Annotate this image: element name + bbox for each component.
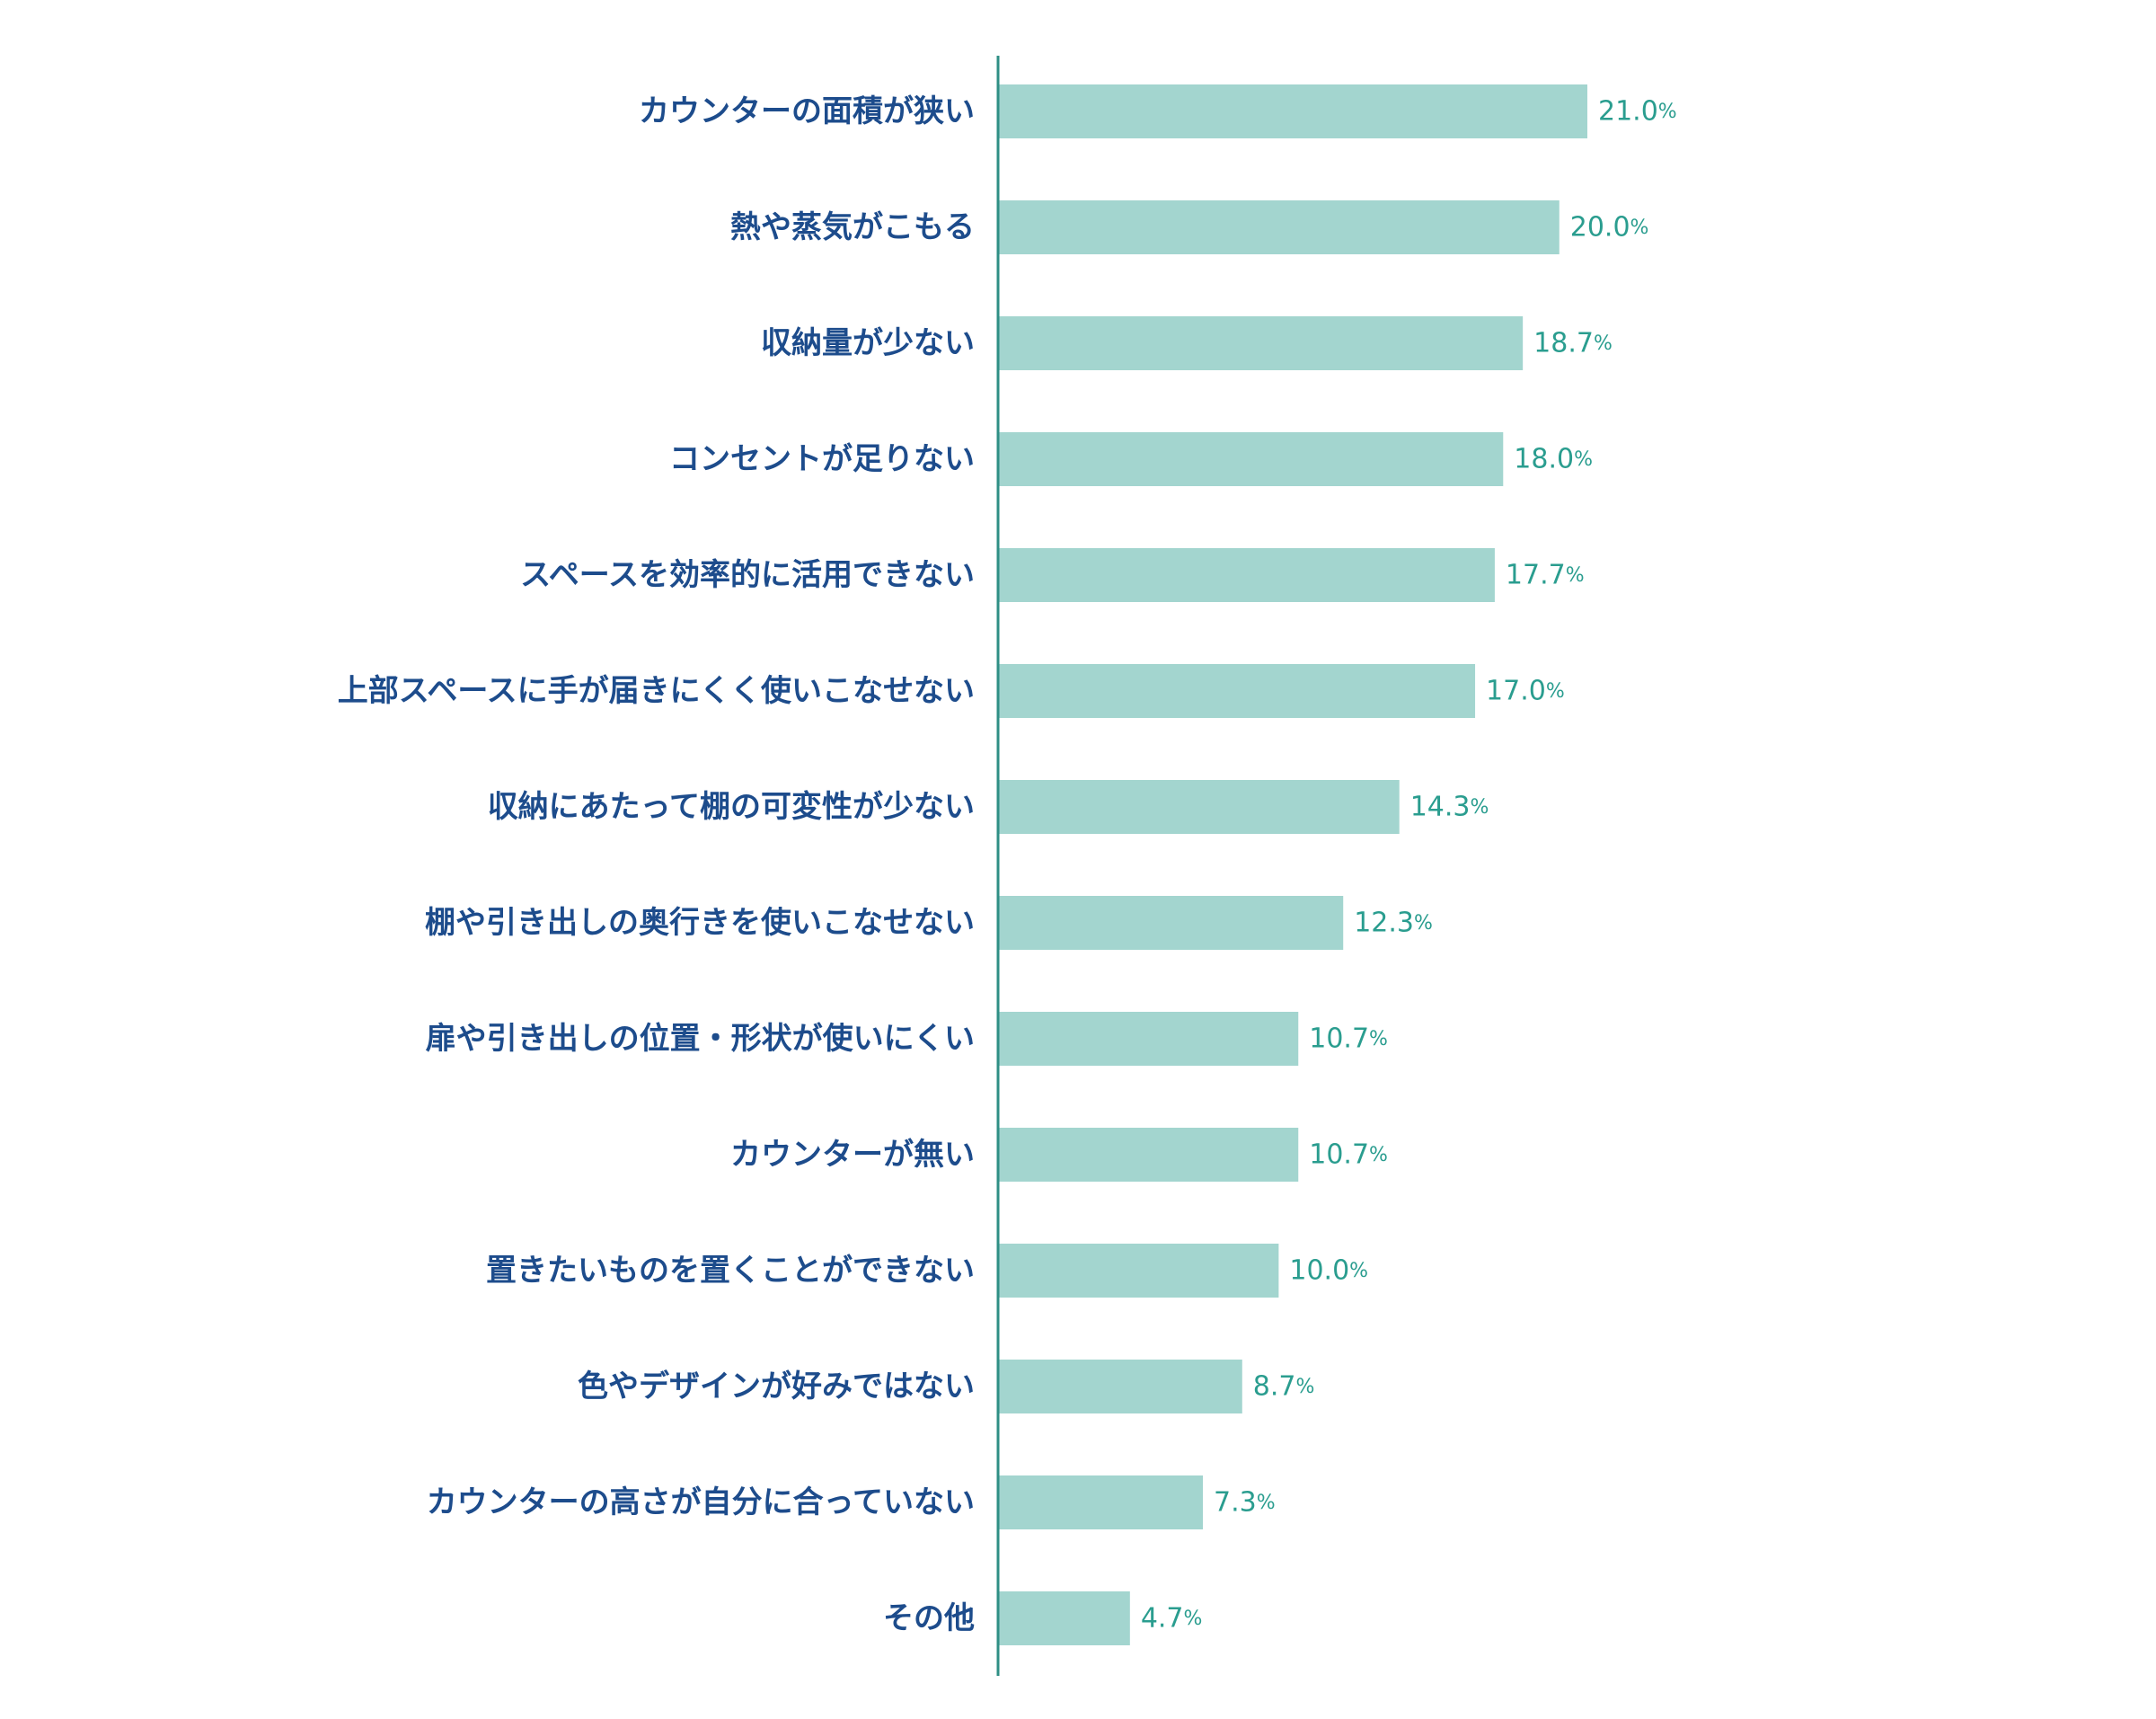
value-label: 10.0%: [1289, 1255, 1368, 1287]
category-label: 上部スペースに手が届きにくく使いこなせない: [338, 673, 975, 709]
value-label: 18.0%: [1514, 444, 1593, 475]
value-label: 18.7%: [1533, 328, 1613, 359]
category-label: 収納量が少ない: [761, 325, 975, 361]
value-label: 17.0%: [1486, 676, 1565, 707]
value-label: 12.3%: [1354, 908, 1433, 939]
bar: [998, 1360, 1242, 1413]
bar: [998, 780, 1400, 834]
bar: [998, 664, 1476, 718]
category-label: 収納にあたって棚の可変性が少ない: [488, 789, 975, 825]
value-label: 4.7%: [1141, 1603, 1203, 1635]
value-label: 8.7%: [1253, 1371, 1315, 1403]
category-label: カウンターが無い: [730, 1137, 975, 1173]
category-label: 置きたいものを置くことができない: [486, 1253, 975, 1289]
bar: [998, 548, 1495, 602]
bar: [998, 1591, 1130, 1645]
category-label: 扉や引き出しの位置・形状が使いにくい: [426, 1021, 975, 1057]
bar: [998, 896, 1344, 950]
value-label: 17.7%: [1506, 560, 1585, 591]
bar: [998, 1475, 1204, 1529]
bar: [998, 316, 1524, 370]
value-label: 21.0%: [1598, 96, 1677, 128]
category-label: カウンターの高さが自分に合っていない: [427, 1484, 975, 1520]
value-label: 10.7%: [1309, 1139, 1388, 1171]
category-labels-group: カウンターの面積が狭い熱や蒸気がこもる収納量が少ないコンセントが足りないスペース…: [338, 93, 975, 1636]
bar: [998, 1244, 1279, 1298]
category-label: 色やデザインが好みではない: [578, 1369, 975, 1404]
value-label: 20.0%: [1570, 212, 1649, 244]
bar: [998, 1012, 1299, 1066]
bar: [998, 200, 1560, 254]
category-label: コンセントが足りない: [669, 441, 975, 477]
bar: [998, 432, 1504, 486]
category-label: カウンターの面積が狭い: [639, 93, 975, 129]
bars-group: [998, 84, 1587, 1645]
value-labels-group: 21.0% 20.0% 18.7% 18.0% 17.7% 17.0% 14.3% 12.3%…: [1141, 96, 1677, 1635]
category-label: 熱や蒸気がこもる: [730, 209, 975, 245]
bar: [998, 1128, 1299, 1182]
category-label: 棚や引き出しの奥行きを使いこなせない: [425, 905, 975, 941]
bar: [998, 84, 1587, 138]
category-label: その他: [883, 1600, 975, 1636]
value-label: 14.3%: [1410, 792, 1489, 823]
value-label: 7.3%: [1214, 1487, 1276, 1519]
value-label: 10.7%: [1309, 1023, 1388, 1055]
category-label: スペースを効率的に活用できない: [520, 557, 975, 593]
